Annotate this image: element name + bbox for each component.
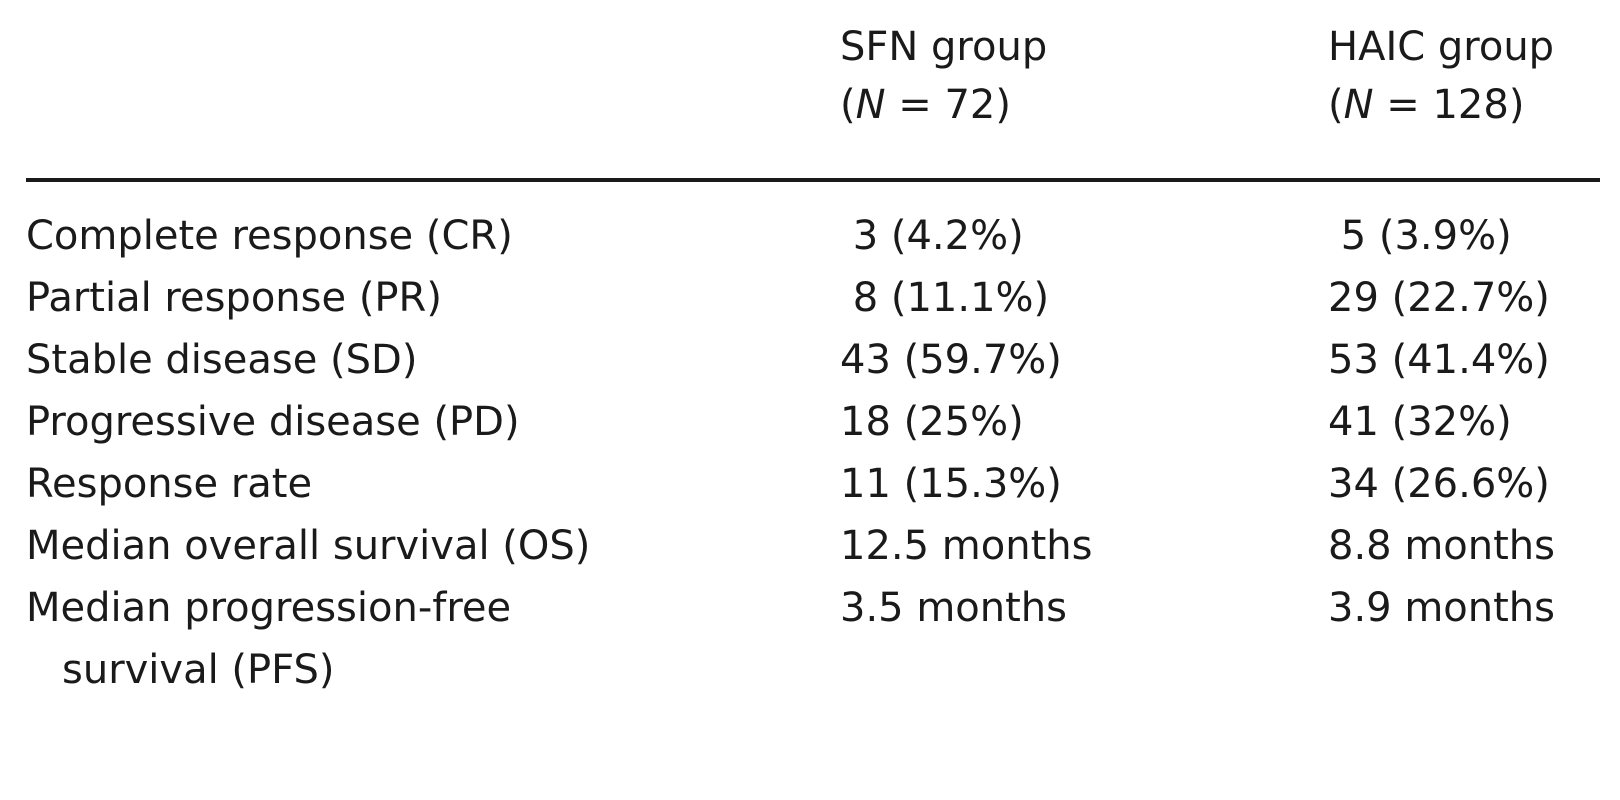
row-label: Partial response (PR) <box>26 275 442 321</box>
cell-haic: 53 (41.4%) <box>1328 337 1550 383</box>
header-sfn-group: SFN group <box>840 24 1048 70</box>
cell-haic: 34 (26.6%) <box>1328 461 1550 507</box>
row-label: Progressive disease (PD) <box>26 399 520 445</box>
cell-haic: 5 (3.9%) <box>1328 213 1512 259</box>
table-row-pd: Progressive disease (PD) 18 (25%) 41 (32… <box>0 391 1620 453</box>
cell-haic: 8.8 months <box>1328 523 1555 569</box>
row-label: Stable disease (SD) <box>26 337 418 383</box>
header-sfn-n: (N = 72) <box>840 82 1011 128</box>
header-rule <box>26 178 1600 182</box>
row-label: Response rate <box>26 461 313 507</box>
cell-haic: 3.9 months <box>1328 585 1555 631</box>
table-row-cr: Complete response (CR) 3 (4.2%) 5 (3.9%) <box>0 205 1620 267</box>
cell-sfn: 3.5 months <box>840 585 1067 631</box>
cell-sfn: 12.5 months <box>840 523 1093 569</box>
table-row-sd: Stable disease (SD) 43 (59.7%) 53 (41.4%… <box>0 329 1620 391</box>
row-label-continuation: survival (PFS) <box>62 647 335 693</box>
cell-haic: 29 (22.7%) <box>1328 275 1550 321</box>
cell-sfn: 43 (59.7%) <box>840 337 1062 383</box>
cell-sfn: 3 (4.2%) <box>840 213 1024 259</box>
cell-haic: 41 (32%) <box>1328 399 1512 445</box>
table-row-os: Median overall survival (OS) 12.5 months… <box>0 515 1620 577</box>
table-row-pfs: Median progression-free 3.5 months 3.9 m… <box>0 577 1620 701</box>
table-row-response-rate: Response rate 11 (15.3%) 34 (26.6%) <box>0 453 1620 515</box>
cell-sfn: 8 (11.1%) <box>840 275 1050 321</box>
header-haic: HAIC group (N = 128) <box>1328 18 1554 134</box>
row-label: Median progression-free <box>26 585 512 631</box>
header-haic-n: (N = 128) <box>1328 82 1525 128</box>
cell-sfn: 11 (15.3%) <box>840 461 1062 507</box>
row-label: Median overall survival (OS) <box>26 523 591 569</box>
table-row-pr: Partial response (PR) 8 (11.1%) 29 (22.7… <box>0 267 1620 329</box>
header-sfn: SFN group (N = 72) <box>840 18 1047 134</box>
row-label: Complete response (CR) <box>26 213 513 259</box>
cell-sfn: 18 (25%) <box>840 399 1024 445</box>
header-haic-group: HAIC group <box>1328 24 1555 70</box>
